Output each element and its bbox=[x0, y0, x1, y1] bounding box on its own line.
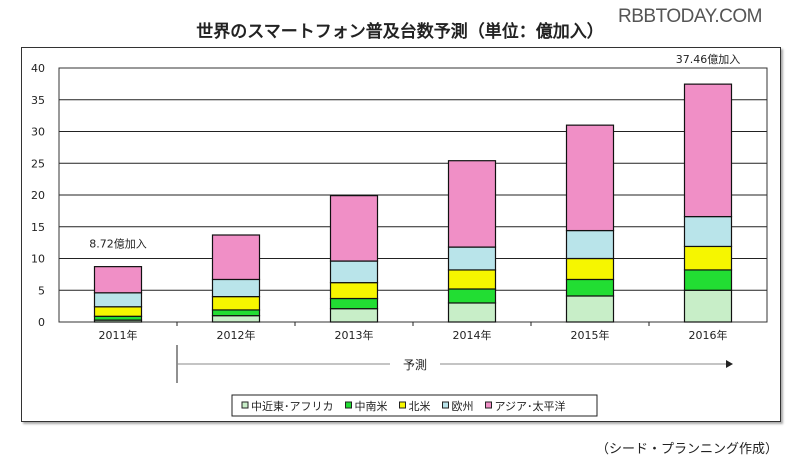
x-tick-label: 2013年 bbox=[335, 328, 374, 342]
bar-segment bbox=[211, 278, 261, 298]
bar-segment bbox=[683, 269, 733, 291]
y-tick-label: 0 bbox=[38, 316, 45, 329]
bar-segment bbox=[211, 296, 261, 311]
legend-swatch bbox=[241, 401, 249, 409]
bar-segment bbox=[329, 282, 379, 300]
legend bbox=[231, 394, 598, 417]
bar-segment bbox=[565, 229, 615, 260]
x-tick-label: 2015年 bbox=[571, 328, 610, 342]
bar-segment bbox=[447, 269, 497, 290]
y-tick-label: 10 bbox=[31, 253, 45, 266]
total-annotation: 37.46億加入 bbox=[676, 53, 741, 66]
x-tick-label: 2016年 bbox=[689, 328, 728, 342]
bar-segment bbox=[93, 292, 143, 308]
bar-segment bbox=[329, 297, 379, 310]
legend-label: 中南米 bbox=[355, 400, 388, 413]
arrow-head-icon bbox=[726, 360, 733, 368]
legend-swatch bbox=[442, 401, 449, 409]
x-tick-label: 2014年 bbox=[453, 328, 492, 342]
bar-segment bbox=[447, 246, 497, 271]
watermark: RBBTODAY.COM bbox=[618, 6, 762, 27]
chart-frame bbox=[21, 47, 781, 422]
y-tick-label: 15 bbox=[31, 221, 45, 234]
bar-segment bbox=[447, 288, 497, 304]
x-tick-label: 2011年 bbox=[99, 328, 138, 342]
legend-label: 北米 bbox=[409, 400, 431, 413]
bar-segment bbox=[683, 245, 733, 271]
y-tick-label: 35 bbox=[31, 94, 45, 107]
bar-segment bbox=[565, 295, 615, 323]
y-tick-label: 25 bbox=[31, 157, 45, 170]
legend-label: アジア･太平洋 bbox=[495, 399, 566, 413]
x-tick-label: 2012年 bbox=[217, 328, 256, 342]
legend-swatch bbox=[485, 401, 492, 409]
y-tick-label: 5 bbox=[38, 284, 45, 297]
bar-segment bbox=[329, 308, 379, 323]
legend-label: 中近東･アフリカ bbox=[251, 400, 334, 413]
bar-segment bbox=[683, 289, 733, 323]
bar-segment bbox=[93, 266, 143, 294]
legend-swatch bbox=[399, 401, 406, 409]
total-annotation: 8.72億加入 bbox=[89, 238, 147, 251]
y-tick-label: 20 bbox=[31, 189, 45, 202]
bar-segment bbox=[211, 315, 261, 323]
bar-segment bbox=[683, 215, 733, 248]
bar-segment bbox=[93, 306, 143, 317]
y-tick-label: 30 bbox=[31, 126, 45, 139]
bar-segment bbox=[565, 257, 615, 281]
y-tick-label: 40 bbox=[31, 62, 45, 75]
bar-segment bbox=[565, 124, 615, 232]
bar-segment bbox=[329, 260, 379, 284]
source-credit: （シード・プランニング作成） bbox=[595, 442, 778, 457]
legend-swatch bbox=[345, 401, 352, 409]
bar-segment bbox=[329, 195, 379, 262]
chart-title: 世界のスマートフォン普及台数予測（単位：億加入） bbox=[196, 22, 604, 42]
bar-segment bbox=[447, 302, 497, 323]
bar-segment bbox=[565, 278, 615, 297]
bar-segment bbox=[211, 234, 261, 281]
bar-segment bbox=[211, 309, 261, 317]
bar-segment bbox=[683, 83, 733, 218]
forecast-label: 予測 bbox=[403, 358, 427, 372]
bar-segment bbox=[447, 160, 497, 248]
legend-label: 欧州 bbox=[452, 400, 474, 413]
